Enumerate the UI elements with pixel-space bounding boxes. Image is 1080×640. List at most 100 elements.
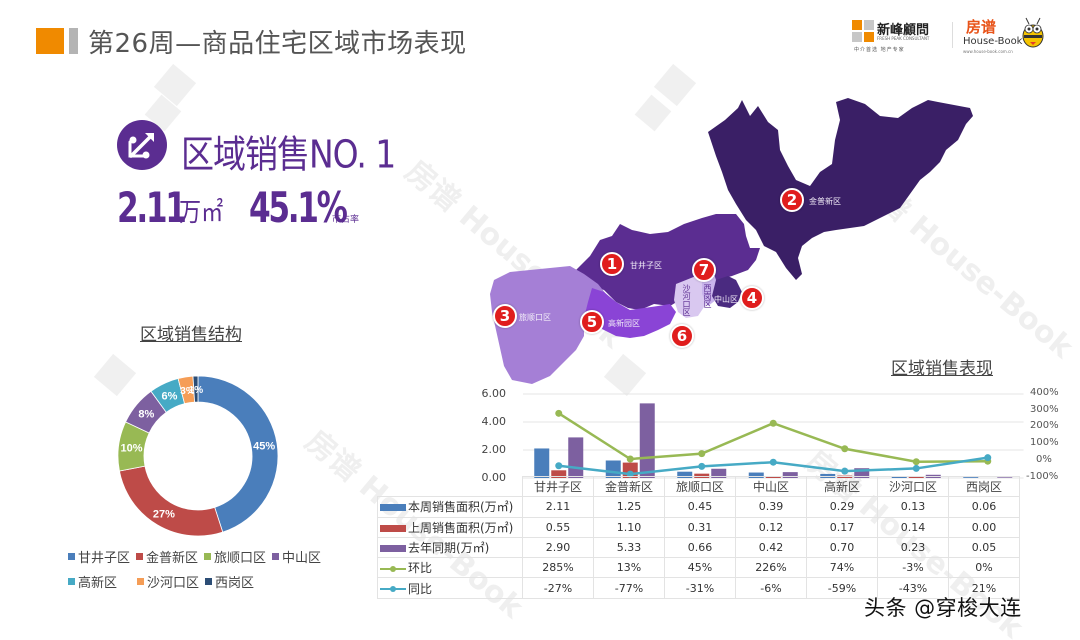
map-badge-4: 4 [740, 286, 764, 310]
donut-slice-label: 1% [189, 385, 204, 396]
highlight-sales-unit: 万㎡ [179, 198, 224, 228]
line-marker [698, 462, 706, 470]
table-row: 本周销售面积(万㎡) 2.11 1.25 0.45 0.39 0.29 0.13… [377, 496, 1020, 518]
map-label-shahekou: 沙河口区 [682, 284, 691, 316]
donut-slice-label: 10% [121, 443, 143, 455]
legend-item: 高新区 [68, 572, 117, 591]
house-book-logo: 房谱 House-Book www.house-book.com.cn [960, 14, 1070, 60]
right-axis-tick: -100% [1026, 471, 1059, 482]
bar [782, 472, 798, 478]
line-marker [769, 458, 777, 466]
map-badge-1: 1 [600, 252, 624, 276]
table-row: 同比 -27% -77% -31% -6% -59% -43% 21% [377, 577, 1020, 599]
table-row: 去年同期(万㎡) 2.90 5.33 0.66 0.42 0.70 0.23 0… [377, 536, 1020, 559]
map-badge-5: 5 [580, 310, 604, 334]
map-region-shahekou [674, 276, 710, 318]
highlight-market-share: 45.1% [249, 184, 348, 233]
donut-slice-label: 3% [180, 386, 195, 397]
legend-swatch-line [380, 565, 406, 572]
line-marker [626, 470, 634, 478]
map-badge-7: 7 [692, 258, 716, 282]
donut-chart-title: 区域销售结构 [140, 325, 242, 345]
category-header: 旅顺口区 [664, 475, 736, 498]
bar [820, 473, 836, 478]
legend-swatch-line [380, 586, 406, 593]
donut-slice-label: 27% [153, 509, 175, 521]
donut-legend: 甘井子区 金普新区 旅顺口区 中山区 高新区 沙河口区 西岗区 [68, 547, 368, 597]
fresh-peak-logo: 新峰顧問 FRESH PEAK CONSULTANT 中介首选 地产专家 [852, 16, 956, 56]
donut-slice [192, 375, 199, 403]
header: 第26周—商品住宅区域市场表现 新峰顧問 FRESH PEAK CONSULTA… [0, 0, 1080, 70]
line-marker [841, 445, 849, 453]
legend-swatch-bar [380, 524, 406, 532]
left-axis-tick: 2.00 [481, 443, 507, 456]
legend-item: 金普新区 [136, 547, 198, 566]
line-marker [555, 409, 563, 417]
transfer-arrows-icon [117, 120, 167, 170]
bar [534, 448, 550, 478]
map-label-zhongshan: 中山区 [714, 295, 738, 304]
donut-slice-label: 8% [138, 408, 154, 420]
map-badge-3: 3 [493, 304, 517, 328]
data-table: 甘井子区 金普新区 旅顺口区 中山区 高新区 沙河口区 西岗区 本周销售面积(万… [377, 475, 1020, 599]
line-marker [984, 454, 992, 462]
map-label-lvshun: 旅顺口区 [519, 313, 551, 322]
line-marker [626, 455, 634, 463]
dalian-district-map: 1 甘井子区 2 金普新区 3 旅顺口区 4 中山区 5 高新园区 6 沙河口区… [480, 80, 1000, 390]
map-region-lvshun [490, 266, 606, 384]
line-marker [555, 462, 563, 470]
right-axis-tick: 400% [1030, 387, 1059, 398]
right-axis-tick: 100% [1030, 437, 1059, 448]
page-title: 第26周—商品住宅区域市场表现 [88, 29, 467, 59]
bar [568, 437, 584, 478]
title-accent-orange [36, 28, 64, 54]
logo-divider [952, 22, 953, 48]
category-header: 西岗区 [948, 475, 1020, 498]
right-axis-tick: 200% [1030, 420, 1059, 431]
highlight-sales-value: 2.11 [117, 184, 187, 233]
category-header: 中山区 [735, 475, 807, 498]
donut-chart: 45% 27% 10% 8% 6% 3% 1% [114, 372, 282, 540]
donut-slice-label: 45% [253, 441, 275, 453]
donut-slice [197, 375, 279, 533]
legend-item: 中山区 [272, 547, 321, 566]
bar [694, 473, 710, 478]
line-marker [698, 450, 706, 458]
table-row: 上周销售面积(万㎡) 0.55 1.10 0.31 0.12 0.17 0.14… [377, 516, 1020, 538]
title-accent-gray [69, 28, 78, 54]
legend-item: 甘井子区 [68, 547, 130, 566]
fresh-peak-logo-icon [852, 20, 874, 42]
map-label-jinpu: 金普新区 [809, 197, 841, 206]
line-marker [912, 458, 920, 466]
left-axis-tick: 6.00 [481, 387, 507, 400]
bar [551, 470, 567, 478]
source-watermark: 头条 @穿梭大连 [864, 596, 1022, 620]
right-axis-tick: 0% [1036, 454, 1052, 465]
legend-item: 旅顺口区 [204, 547, 266, 566]
bar [748, 472, 764, 478]
line-marker [769, 419, 777, 427]
line-marker [912, 464, 920, 472]
map-badge-6: 6 [670, 324, 694, 348]
map-region-zhongshan [712, 276, 742, 308]
legend-swatch-bar [380, 545, 406, 553]
bar [677, 471, 693, 478]
map-label-xigang: 西岗区 [703, 284, 712, 308]
bee-mascot-icon [1022, 17, 1044, 48]
donut-slice-label: 6% [162, 390, 178, 402]
category-header: 沙河口区 [877, 475, 949, 498]
legend-item: 沙河口区 [137, 572, 199, 591]
category-header: 甘井子区 [522, 475, 594, 498]
map-label-ganjingzi: 甘井子区 [630, 261, 662, 270]
map-region-jinpu [708, 98, 973, 280]
category-header: 高新区 [806, 475, 878, 498]
legend-item: 西岗区 [205, 572, 254, 591]
table-row: 环比 285% 13% 45% 226% 74% -3% 0% [377, 557, 1020, 579]
bar [639, 403, 655, 478]
map-region-ganjingzi [576, 214, 760, 310]
bar [711, 468, 727, 478]
legend-swatch-bar [380, 504, 406, 512]
donut-slice [118, 465, 224, 537]
left-axis-tick: 4.00 [481, 415, 507, 428]
combo-chart-title: 区域销售表现 [891, 359, 993, 379]
